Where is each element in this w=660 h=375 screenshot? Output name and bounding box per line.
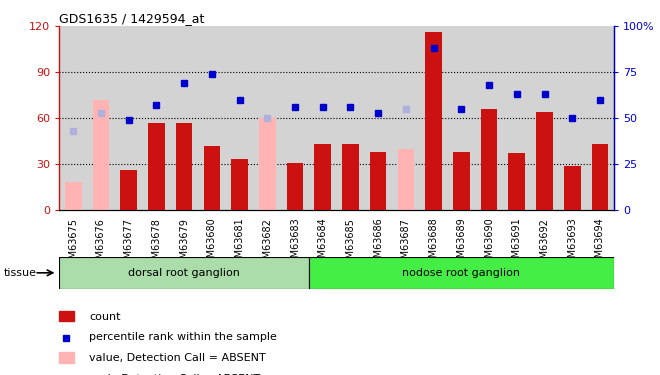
Bar	[59, 257, 309, 289]
Text: value, Detection Call = ABSENT: value, Detection Call = ABSENT	[89, 353, 266, 363]
Bar	[231, 159, 248, 210]
Bar	[314, 144, 331, 210]
Bar	[309, 257, 614, 289]
Text: count: count	[89, 312, 121, 322]
Bar	[176, 123, 193, 210]
Bar	[203, 146, 220, 210]
Text: rank, Detection Call = ABSENT: rank, Detection Call = ABSENT	[89, 374, 260, 375]
Text: nodose root ganglion: nodose root ganglion	[403, 268, 520, 278]
Bar	[453, 152, 470, 210]
Text: dorsal root ganglion: dorsal root ganglion	[128, 268, 240, 278]
Bar	[148, 123, 165, 210]
Text: tissue: tissue	[3, 268, 36, 278]
Text: s: s	[63, 333, 69, 342]
Text: percentile rank within the sample: percentile rank within the sample	[89, 333, 277, 342]
Bar	[480, 109, 498, 210]
Bar	[536, 112, 553, 210]
Bar	[65, 183, 82, 210]
Bar	[591, 144, 609, 210]
Bar	[564, 166, 581, 210]
Bar	[508, 153, 525, 210]
Text: GDS1635 / 1429594_at: GDS1635 / 1429594_at	[59, 12, 205, 25]
Text: s: s	[63, 374, 69, 375]
Bar	[397, 149, 414, 210]
Bar	[286, 162, 304, 210]
Bar	[120, 170, 137, 210]
Bar	[342, 144, 359, 210]
Bar	[259, 118, 276, 210]
Bar	[92, 100, 110, 210]
Bar	[425, 32, 442, 210]
Bar	[370, 152, 387, 210]
